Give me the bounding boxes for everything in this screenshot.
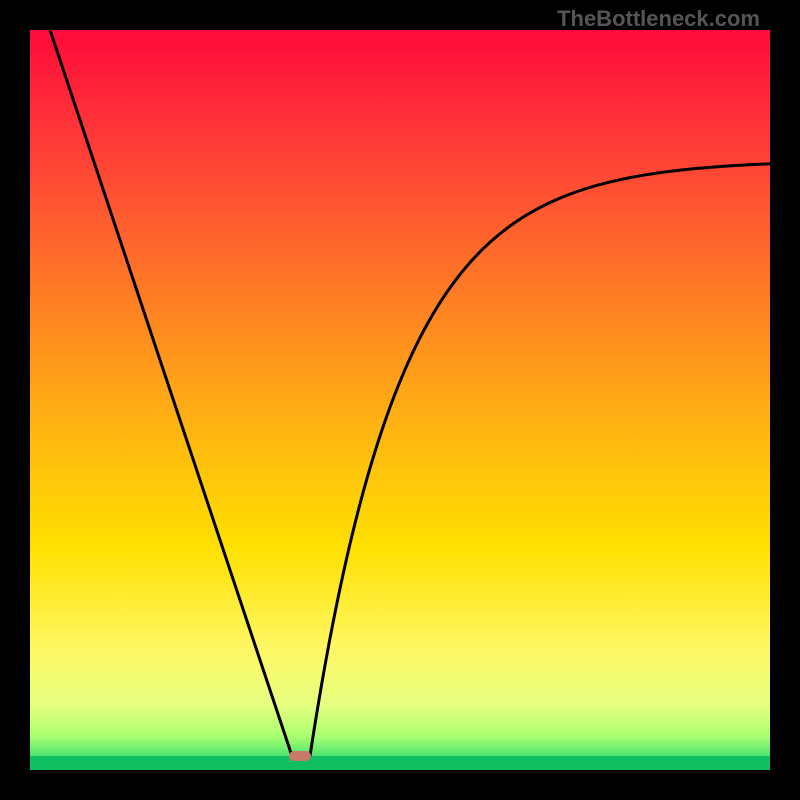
curve-right-branch (310, 164, 770, 756)
chart-frame: TheBottleneck.com (0, 0, 800, 800)
watermark-text: TheBottleneck.com (557, 6, 760, 32)
minimum-marker (289, 751, 311, 761)
border-left (0, 0, 30, 800)
border-right (770, 0, 800, 800)
curve-overlay (0, 0, 800, 800)
curve-left-branch (50, 30, 292, 756)
border-bottom (0, 770, 800, 800)
